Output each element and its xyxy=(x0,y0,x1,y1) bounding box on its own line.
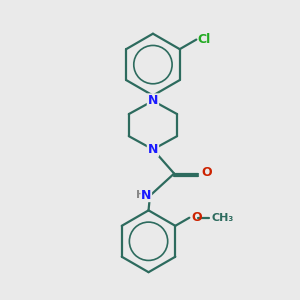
Text: O: O xyxy=(191,211,202,224)
Text: N: N xyxy=(141,188,152,202)
Text: O: O xyxy=(201,167,212,179)
Text: H: H xyxy=(136,190,146,200)
Text: CH₃: CH₃ xyxy=(211,213,233,223)
Text: N: N xyxy=(148,143,158,156)
Text: Cl: Cl xyxy=(198,33,211,46)
Text: N: N xyxy=(148,94,158,107)
